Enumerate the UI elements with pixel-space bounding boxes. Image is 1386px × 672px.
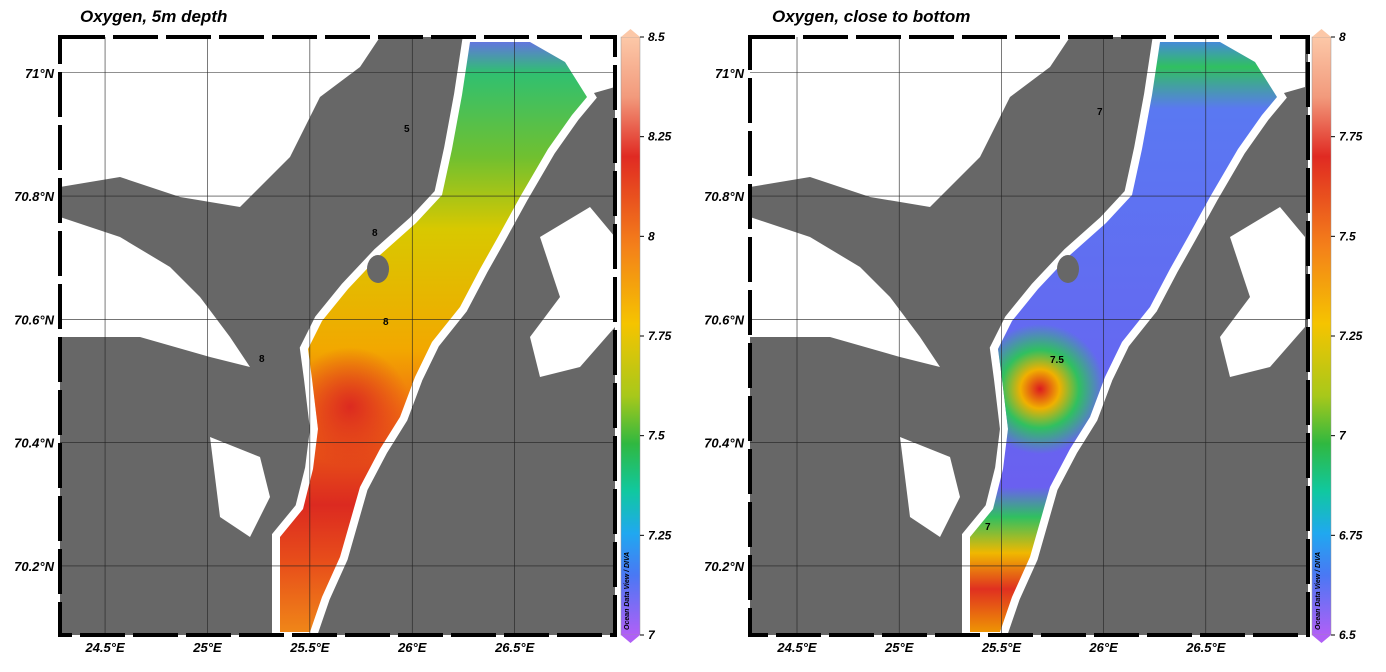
contour-label: 8 <box>259 354 265 365</box>
colorbar-label: 7 <box>648 628 656 642</box>
credit: Ocean Data View / DIVA <box>624 552 631 630</box>
map-title: Oxygen, 5m depth <box>80 7 227 26</box>
contour-label: 7.5 <box>1050 355 1064 366</box>
x-tick-label: 25.5°E <box>981 640 1022 655</box>
y-tick-label: 70.4°N <box>704 436 745 451</box>
colorbar-label: 7.25 <box>648 528 672 542</box>
open-sea <box>530 207 615 377</box>
colorbar-label: 7.75 <box>648 329 672 343</box>
y-tick-label: 71°N <box>25 66 55 81</box>
open-sea <box>750 217 940 367</box>
colorbar-label: 7.75 <box>1339 130 1363 144</box>
y-tick-label: 70.4°N <box>14 436 55 451</box>
y-tick-label: 70.8°N <box>704 189 745 204</box>
contour-label: 7 <box>1097 107 1103 118</box>
open-sea <box>750 37 1070 207</box>
credit: Ocean Data View / DIVA <box>1315 552 1322 630</box>
x-tick-label: 25°E <box>192 640 222 655</box>
open-sea <box>60 217 250 367</box>
colorbar-label: 8.5 <box>648 30 665 44</box>
map-area: 77.57 <box>750 37 1308 635</box>
x-tick-label: 24.5°E <box>84 640 125 655</box>
colorbar-label: 8 <box>1339 30 1346 44</box>
colorbar-label: 8 <box>648 229 655 243</box>
x-tick-label: 25°E <box>884 640 914 655</box>
colorbar-label: 7.5 <box>1339 229 1356 243</box>
open-sea <box>60 37 380 207</box>
map-frame <box>748 35 1310 637</box>
open-sea <box>210 437 270 537</box>
colorbar <box>1311 36 1332 636</box>
colorbar-label: 7 <box>1339 429 1347 443</box>
y-tick-label: 70.6°N <box>704 312 745 327</box>
colorbar-label: 6.75 <box>1339 528 1363 542</box>
colorbar-max <box>621 29 640 37</box>
x-tick-label: 26°E <box>397 640 427 655</box>
y-tick-label: 70.2°N <box>14 559 55 574</box>
contour-label: 8 <box>372 228 378 239</box>
colorbar-label: 7.25 <box>1339 329 1363 343</box>
colorbar-label: 7.5 <box>648 429 665 443</box>
colorbar-min <box>1312 635 1331 643</box>
oxygen-hotspot <box>280 42 587 632</box>
oxygen-hotspot <box>970 42 1277 632</box>
open-sea <box>1220 207 1305 377</box>
island <box>367 255 389 283</box>
map-title: Oxygen, close to bottom <box>772 7 970 26</box>
contour-label: 5 <box>404 124 410 135</box>
contour-label: 7 <box>985 522 991 533</box>
colorbar <box>620 36 641 636</box>
x-tick-label: 25.5°E <box>289 640 330 655</box>
map-area: 5 8 8 8 <box>60 37 615 635</box>
colorbar-label: 8.25 <box>648 130 672 144</box>
colorbar-max <box>1312 29 1331 37</box>
map-frame <box>58 35 617 637</box>
x-tick-label: 26.5°E <box>1185 640 1226 655</box>
x-tick-label: 24.5°E <box>776 640 817 655</box>
x-tick-label: 26°E <box>1088 640 1118 655</box>
island <box>1057 255 1079 283</box>
open-sea <box>900 437 960 537</box>
y-tick-label: 71°N <box>715 66 745 81</box>
y-tick-label: 70.2°N <box>704 559 745 574</box>
contour-label: 8 <box>383 317 389 328</box>
colorbar-label: 6.5 <box>1339 628 1356 642</box>
y-tick-label: 70.6°N <box>14 312 55 327</box>
x-tick-label: 26.5°E <box>494 640 535 655</box>
colorbar-min <box>621 635 640 643</box>
y-tick-label: 70.8°N <box>14 189 55 204</box>
